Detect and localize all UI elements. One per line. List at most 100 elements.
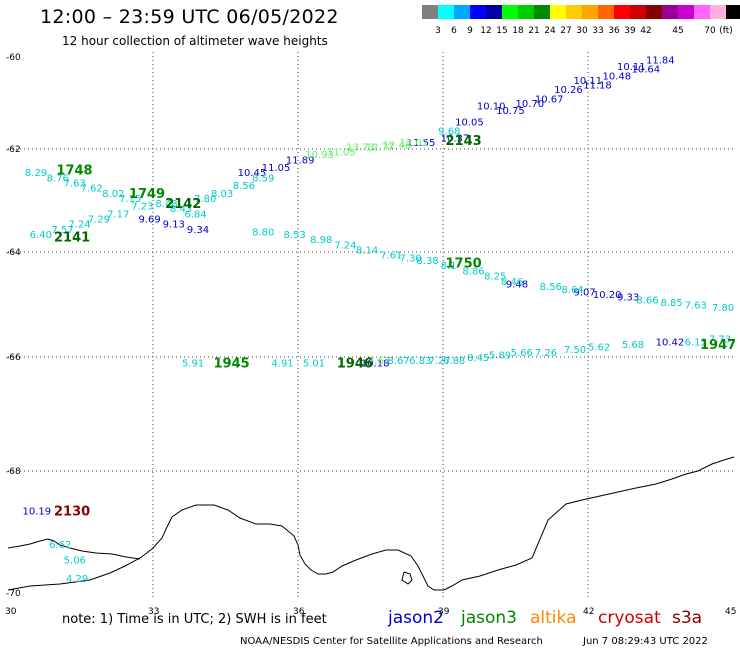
wave-height-value: 10.64	[632, 65, 661, 76]
satellite-name: jason2	[388, 608, 444, 628]
wave-height-value: 13.73	[346, 143, 375, 154]
wave-height-value: 6.84	[184, 209, 206, 220]
wave-height-value: 9.34	[187, 225, 209, 236]
wave-height-value: 10.67	[535, 94, 564, 105]
legend-swatch	[470, 5, 486, 19]
wave-height-value: 7.73	[709, 335, 731, 346]
legend-swatch	[550, 5, 566, 19]
wave-height-value: 8.29	[25, 168, 47, 179]
longitude-labels: 30 33 36 39 42 45	[5, 607, 736, 617]
legend-label: 3	[435, 26, 441, 36]
wave-height-value: 11.05	[262, 163, 291, 174]
wave-height-value: 7.27	[429, 356, 451, 367]
wave-height-value: 7.23	[131, 202, 153, 213]
wave-height-value: 10.19	[23, 507, 52, 518]
legend-label: 27	[560, 26, 572, 36]
wave-height-value: 9.13	[163, 220, 185, 231]
wave-height-values: 11.8410.1110.6410.4810.1111.1810.2610.67…	[23, 55, 735, 584]
latitude-label: -66	[6, 353, 21, 363]
wave-height-value: 11.55	[407, 138, 436, 149]
legend-swatch	[614, 5, 630, 19]
wave-height-value: 8.98	[310, 235, 332, 246]
satellite-name: s3a	[672, 608, 703, 628]
wave-height-value: 7.17	[107, 209, 129, 220]
legend-swatch	[726, 5, 740, 19]
legend-unit: (ft)	[719, 26, 733, 36]
wave-height-value: 6.62	[49, 540, 71, 551]
pass-number: 2142	[165, 197, 201, 212]
wave-height-value: 10.48	[603, 71, 632, 82]
coast-island	[401, 571, 413, 585]
wave-height-value: 5.68	[622, 340, 644, 351]
latitude-label: -62	[6, 145, 21, 155]
wave-height-value: 12.01	[400, 138, 429, 149]
wave-height-value: 10.45	[238, 168, 267, 179]
wave-height-value: 7.57	[52, 225, 74, 236]
wave-height-value: 8.14	[356, 245, 378, 256]
wave-height-value: 10.20	[593, 290, 622, 301]
wave-height-value: 10.75	[496, 106, 525, 117]
wave-height-value: 10.70	[516, 99, 545, 110]
generation-timestamp: Jun 7 08:29:43 UTC 2022	[583, 636, 708, 647]
wave-height-value: 5.91	[182, 359, 204, 370]
wave-height-value: 10.93	[305, 150, 334, 161]
legend-label: 18	[512, 26, 524, 36]
wave-height-value: 7.24	[68, 220, 90, 231]
wave-height-value: 8.64	[561, 285, 583, 296]
wave-height-value: 7.61	[380, 251, 402, 262]
legend-label: 42	[640, 26, 652, 36]
wave-height-value: 8.80	[252, 227, 274, 238]
legend-swatch	[422, 5, 438, 19]
legend-label: 39	[624, 26, 636, 36]
map-title: 12:00 – 23:59 UTC 06/05/2022	[40, 6, 339, 28]
wave-height-value: 7.50	[564, 345, 586, 356]
wave-height-value: 8.02	[102, 189, 124, 200]
satellite-name: altika	[530, 608, 577, 628]
legend-label: 15	[496, 26, 508, 36]
legend-swatch	[486, 5, 502, 19]
pass-number: 1945	[214, 357, 250, 372]
wave-height-value: 10.11	[574, 76, 603, 87]
legend-swatch	[438, 5, 454, 19]
longitude-label: 33	[148, 607, 159, 617]
wave-height-value: 8.76	[47, 173, 69, 184]
wave-height-value: 11.89	[286, 155, 315, 166]
legend-label: 12	[480, 26, 492, 36]
wave-height-value: 6.88	[443, 356, 465, 367]
legend-label: 9	[467, 26, 473, 36]
legend-label: 21	[528, 26, 540, 36]
footnote: note: 1) Time is in UTC; 2) SWH is in fe…	[62, 612, 327, 627]
wave-height-value: 10.26	[554, 85, 583, 96]
legend-label: 36	[608, 26, 620, 36]
pass-number: 1749	[129, 187, 165, 202]
legend-swatch	[518, 5, 534, 19]
latitude-label: -70	[6, 589, 21, 599]
longitude-label: 39	[438, 607, 450, 617]
wave-height-value: 10.18	[361, 359, 390, 370]
pass-number: 1947	[700, 338, 736, 353]
legend-label: 70	[704, 26, 716, 36]
pass-number: 2143	[446, 134, 482, 149]
wave-height-value: 10.10	[477, 101, 506, 112]
wave-height-value: 9.07	[574, 287, 596, 298]
pass-number: 1750	[446, 257, 482, 272]
legend-swatch	[710, 5, 726, 19]
wave-height-value: 8.38	[416, 256, 438, 267]
wave-height-value: 6.83	[409, 356, 431, 367]
pass-number: 2130	[54, 505, 90, 520]
wave-height-value: 8.67	[387, 356, 409, 367]
wave-height-value: 8.03	[211, 189, 233, 200]
legend-label: 33	[592, 26, 604, 36]
wave-height-value: 5.62	[588, 343, 610, 354]
wave-height-value: 5.01	[303, 359, 325, 370]
legend-label: 45	[672, 26, 684, 36]
wave-height-value: 9.48	[506, 280, 528, 291]
legend-label: 30	[576, 26, 588, 36]
satellite-name: jason3	[461, 608, 517, 628]
wave-height-value: 8.1	[441, 261, 457, 272]
wave-height-value: 5.89	[489, 350, 511, 361]
latitude-label: -60	[6, 53, 21, 63]
longitude-label: 36	[293, 607, 305, 617]
